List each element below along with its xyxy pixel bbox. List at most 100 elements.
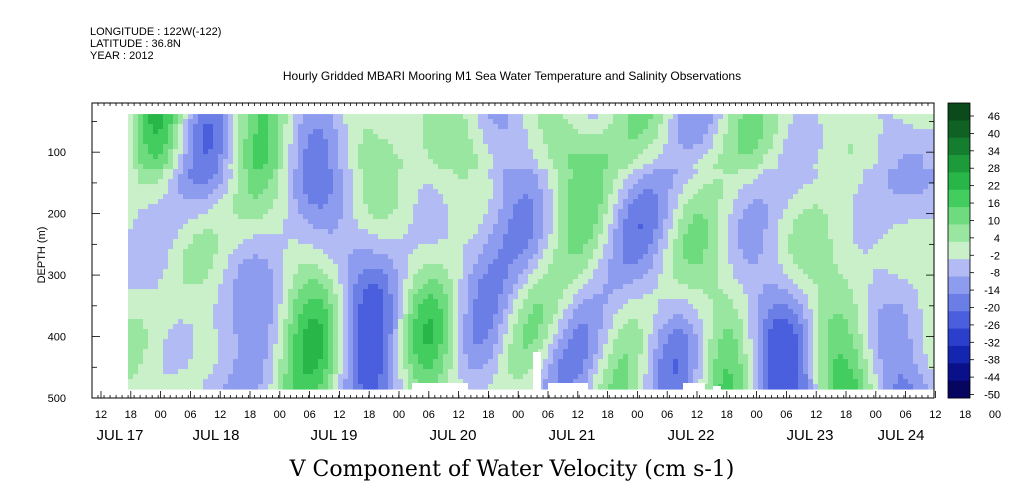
heatmap-cell <box>323 229 329 235</box>
heatmap-cell <box>328 214 334 220</box>
heatmap-cell <box>573 309 579 315</box>
heatmap-cell <box>148 149 154 155</box>
heatmap-cell <box>198 239 204 245</box>
heatmap-cell <box>453 194 459 200</box>
heatmap-cell <box>533 344 539 350</box>
heatmap-cell <box>513 279 519 285</box>
heatmap-cell <box>263 369 269 375</box>
heatmap-cell <box>243 204 249 210</box>
heatmap-cell <box>478 324 484 330</box>
heatmap-cell <box>208 324 214 330</box>
heatmap-cell <box>208 269 214 275</box>
heatmap-cell <box>503 184 509 190</box>
heatmap-cell <box>323 354 329 360</box>
heatmap-cell <box>138 214 144 220</box>
heatmap-cell <box>553 179 559 185</box>
heatmap-cell <box>528 274 534 280</box>
heatmap-cell <box>303 384 309 390</box>
heatmap-cell <box>298 324 304 330</box>
heatmap-cell <box>263 114 269 120</box>
heatmap-cell <box>483 159 489 165</box>
heatmap-cell <box>333 299 339 305</box>
heatmap-cell <box>228 204 234 210</box>
heatmap-cell <box>568 179 574 185</box>
heatmap-cell <box>323 324 329 330</box>
heatmap-cell <box>418 164 424 170</box>
heatmap-cell <box>463 299 469 305</box>
heatmap-cell <box>253 324 259 330</box>
heatmap-cell <box>423 374 429 380</box>
heatmap-cell <box>503 229 509 235</box>
heatmap-cell <box>173 289 179 295</box>
heatmap-cell <box>368 129 374 135</box>
heatmap-cell <box>458 334 464 340</box>
heatmap-cell <box>453 259 459 265</box>
heatmap-cell <box>378 254 384 260</box>
heatmap-cell <box>133 289 139 295</box>
heatmap-cell <box>303 189 309 195</box>
heatmap-cell <box>448 189 454 195</box>
heatmap-cell <box>158 274 164 280</box>
heatmap-cell <box>358 214 364 220</box>
heatmap-cell <box>288 324 294 330</box>
heatmap-cell <box>158 139 164 145</box>
heatmap-cell <box>213 309 219 315</box>
heatmap-cell <box>538 344 544 350</box>
heatmap-cell <box>528 249 534 255</box>
heatmap-cell <box>143 184 149 190</box>
heatmap-cell <box>213 269 219 275</box>
heatmap-cell <box>528 319 534 325</box>
heatmap-cell <box>368 234 374 240</box>
heatmap-cell <box>383 189 389 195</box>
heatmap-cell <box>313 184 319 190</box>
heatmap-cell <box>468 249 474 255</box>
heatmap-cell <box>428 244 434 250</box>
heatmap-cell <box>133 319 139 325</box>
heatmap-cell <box>383 309 389 315</box>
heatmap-cell <box>238 239 244 245</box>
heatmap-cell <box>438 324 444 330</box>
heatmap-cell <box>153 229 159 235</box>
heatmap-cell <box>563 159 569 165</box>
heatmap-cell <box>208 119 214 125</box>
heatmap-cell <box>188 129 194 135</box>
heatmap-cell <box>298 219 304 225</box>
heatmap-cell <box>373 204 379 210</box>
heatmap-cell <box>533 289 539 295</box>
heatmap-cell <box>513 299 519 305</box>
heatmap-cell <box>413 284 419 290</box>
heatmap-cell <box>398 149 404 155</box>
heatmap-cell <box>423 319 429 325</box>
heatmap-cell <box>438 284 444 290</box>
heatmap-cell <box>448 309 454 315</box>
heatmap-cell <box>243 364 249 370</box>
heatmap-cell <box>423 149 429 155</box>
heatmap-cell <box>173 334 179 340</box>
heatmap-cell <box>403 179 409 185</box>
heatmap-cell <box>518 154 524 160</box>
heatmap-cell <box>163 249 169 255</box>
heatmap-cell <box>498 114 504 120</box>
heatmap-cell <box>308 314 314 320</box>
heatmap-cell <box>418 299 424 305</box>
heatmap-cell <box>193 234 199 240</box>
heatmap-cell <box>173 194 179 200</box>
heatmap-cell <box>563 209 569 215</box>
heatmap-cell <box>428 119 434 125</box>
heatmap-cell <box>488 344 494 350</box>
heatmap-cell <box>318 244 324 250</box>
heatmap-cell <box>528 209 534 215</box>
heatmap-cell <box>493 199 499 205</box>
heatmap-cell <box>348 179 354 185</box>
heatmap-cell <box>373 379 379 385</box>
heatmap-cell <box>278 304 284 310</box>
heatmap-cell <box>138 164 144 170</box>
heatmap-cell <box>433 219 439 225</box>
heatmap-cell <box>298 184 304 190</box>
heatmap-cell <box>238 319 244 325</box>
heatmap-cell <box>293 294 299 300</box>
heatmap-cell <box>438 179 444 185</box>
heatmap-cell <box>358 269 364 275</box>
heatmap-cell <box>458 139 464 145</box>
heatmap-cell <box>218 344 224 350</box>
